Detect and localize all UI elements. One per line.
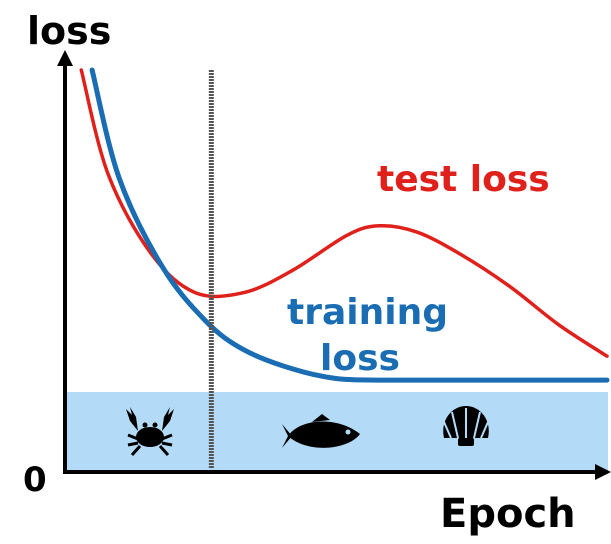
series-label-test-loss: test loss: [377, 159, 550, 200]
fish-icon: [282, 414, 360, 448]
series-label-training-line1: training: [287, 292, 448, 333]
y-axis-label: loss: [27, 9, 111, 53]
zero-tick-label: 0: [23, 460, 47, 500]
crab-icon: [126, 407, 174, 456]
series-label-training-line2: loss: [320, 338, 400, 379]
series-label-training-loss: training loss: [287, 292, 448, 379]
series-line-training-loss: [89, 67, 610, 383]
x-axis-label: Epoch: [440, 491, 576, 537]
x-axis-arrow: [595, 464, 611, 480]
series-line-test-loss: [79, 68, 609, 358]
y-axis-arrow: [57, 50, 73, 66]
shell-icon: [443, 406, 489, 446]
